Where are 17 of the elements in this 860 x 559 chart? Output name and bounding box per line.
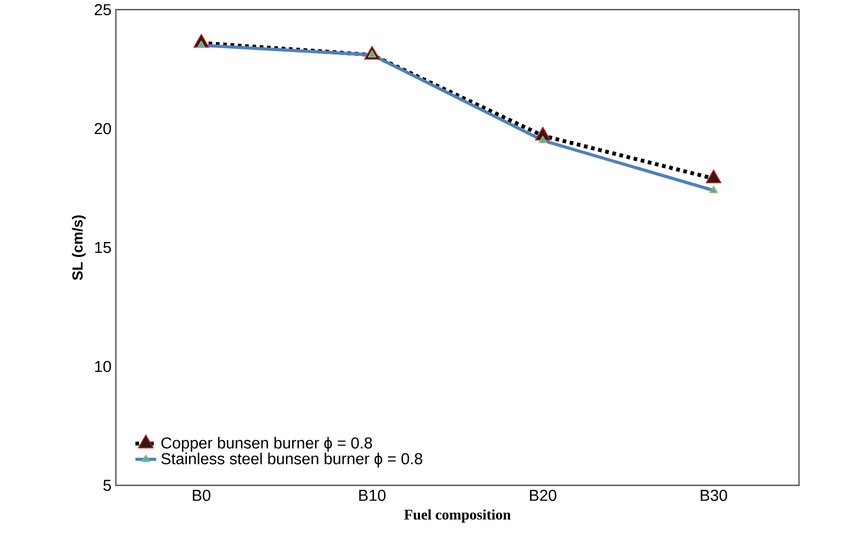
x-tick-label: B20 — [530, 490, 556, 502]
y-tick-label: 25 — [94, 4, 111, 16]
point — [538, 136, 548, 144]
y-tick-label: 20 — [94, 123, 111, 134]
y-tick-label: 15 — [95, 242, 111, 254]
x-axis-title: Fuel composition — [404, 510, 511, 523]
y-tick-label: 10 — [95, 361, 111, 372]
point — [368, 50, 376, 58]
y-tick-label: 5 — [103, 480, 111, 492]
x-tick-label: B0 — [192, 490, 210, 502]
legend-label: Copper bunsen burner ϕ = 0.8 — [161, 437, 372, 452]
x-tick-label: B30 — [700, 490, 728, 502]
point — [709, 186, 718, 194]
legend-label: Stainless steel bunsen burner ϕ = 0.8 — [161, 452, 422, 468]
y-axis-title: SL (cm/s) — [72, 216, 86, 280]
point — [197, 40, 206, 48]
x-tick-label: B10 — [359, 490, 386, 502]
